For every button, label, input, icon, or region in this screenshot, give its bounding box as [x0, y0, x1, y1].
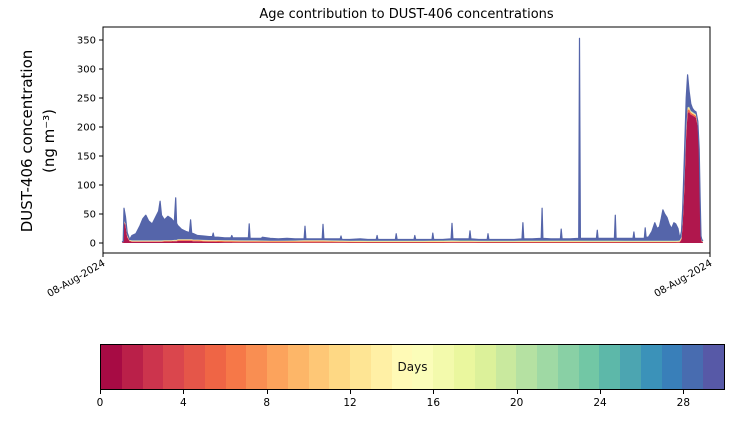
- colorbar-tick-label: 28: [676, 397, 691, 409]
- colorbar-segment: [661, 345, 683, 389]
- y-tick-label: 200: [77, 123, 96, 134]
- colorbar-tick: [600, 390, 601, 394]
- colorbar-segment: [495, 345, 517, 389]
- colorbar-tick: [433, 390, 435, 394]
- colorbar-segment: [412, 345, 434, 389]
- colorbar-segment: [184, 345, 205, 389]
- colorbar-segment: [287, 345, 309, 389]
- colorbar-segment: [329, 345, 351, 389]
- colorbar: Days 0 4 8 12 16 20 24 28: [96, 344, 725, 414]
- colorbar-segment: [370, 345, 392, 389]
- colorbar-segment: [225, 345, 247, 389]
- colorbar-segment: [620, 345, 641, 389]
- colorbar-tick-label: 8: [263, 397, 270, 409]
- concentration-envelope-line: [121, 37, 704, 243]
- colorbar-tick-label: 12: [343, 397, 357, 409]
- colorbar-segment: [204, 345, 226, 389]
- colorbar-segment: [267, 345, 288, 389]
- y-tick-label: 100: [77, 181, 96, 192]
- colorbar-tick-label: 16: [426, 397, 441, 409]
- colorbar-tick: [183, 390, 185, 394]
- colorbar-segment: [578, 345, 600, 389]
- colorbar-tick-label: 0: [96, 397, 104, 409]
- colorbar-segment: [454, 345, 475, 389]
- colorbar-segment: [516, 345, 538, 389]
- area-layer-blue: [122, 38, 703, 243]
- colorbar-segment: [391, 345, 413, 389]
- colorbar-segment: [350, 345, 371, 389]
- colorbar-segment: [640, 345, 662, 389]
- y-tick-label: 350: [77, 36, 96, 47]
- colorbar-segment: [121, 345, 143, 389]
- colorbar-segment: [308, 345, 330, 389]
- chart-title: Age contribution to DUST-406 concentrati…: [259, 7, 554, 22]
- colorbar-tick: [516, 390, 518, 394]
- y-tick-label: 50: [83, 210, 96, 221]
- colorbar-segment: [163, 345, 185, 389]
- colorbar-tick: [683, 390, 685, 394]
- colorbar-segment: [537, 345, 558, 389]
- axes-frame: [102, 26, 711, 254]
- colorbar-segment: [246, 345, 268, 389]
- colorbar-segment: [703, 345, 724, 389]
- colorbar-tick-label: 4: [179, 397, 187, 409]
- colorbar-gradient: [100, 344, 725, 390]
- colorbar-segment: [474, 345, 496, 389]
- y-tick-label: 150: [77, 152, 96, 163]
- colorbar-tick: [100, 390, 101, 394]
- colorbar-segment: [599, 345, 621, 389]
- colorbar-segment: [142, 345, 164, 389]
- colorbar-tick: [266, 390, 268, 394]
- colorbar-segment: [433, 345, 455, 389]
- colorbar-segment: [557, 345, 579, 389]
- y-tick-label: 300: [77, 65, 96, 76]
- concentration-time-series-plot: 0 50 100 150 200 250 300 350: [77, 26, 711, 257]
- y-tick-label: 0: [90, 239, 96, 250]
- colorbar-segment: [682, 345, 704, 389]
- colorbar-segment: [101, 345, 122, 389]
- y-tick-label: 250: [77, 94, 96, 105]
- colorbar-tick-label: 20: [509, 397, 524, 409]
- colorbar-tick: [350, 390, 351, 394]
- colorbar-tick-label: 24: [593, 397, 607, 409]
